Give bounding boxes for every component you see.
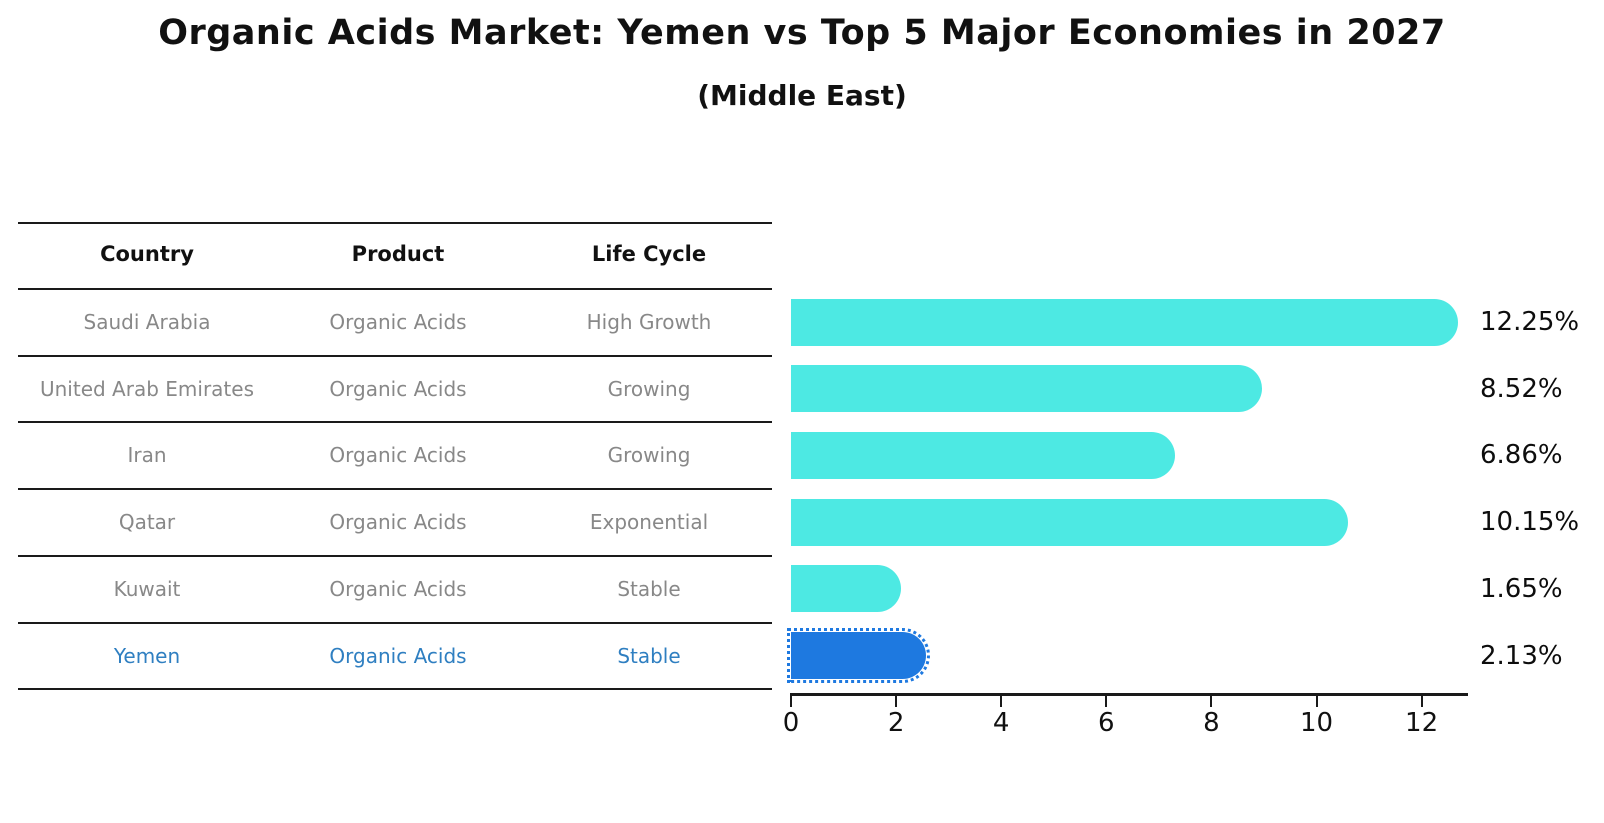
bar-value-label: 10.15%	[1480, 507, 1580, 538]
bar	[791, 431, 1175, 479]
row-separator-line	[18, 421, 772, 423]
table-top-line	[18, 222, 772, 224]
table-cell-life-cycle: Growing	[607, 376, 691, 401]
x-axis-tick	[1420, 696, 1423, 707]
x-axis-tick-label: 4	[992, 708, 1010, 738]
x-axis-tick	[1210, 696, 1213, 707]
row-separator-line	[18, 555, 772, 557]
x-axis-line	[790, 693, 1468, 696]
table-cell-product: Organic Acids	[329, 310, 467, 334]
bar	[791, 365, 1263, 413]
chart-title: Organic Acids Market: Yemen vs Top 5 Maj…	[158, 13, 1446, 53]
x-axis-tick	[1105, 696, 1108, 707]
table-cell-country: United Arab Emirates	[39, 376, 254, 401]
table-header-country: Country	[100, 242, 194, 266]
table-header-product: Product	[351, 242, 445, 266]
table-cell-product: Organic Acids	[329, 443, 467, 468]
row-separator-line	[18, 688, 772, 690]
table-cell-country: Kuwait	[113, 576, 181, 601]
table-cell-product: Organic Acids	[329, 643, 467, 668]
chart-subtitle: (Middle East)	[697, 79, 907, 112]
bar-value-label: 2.13%	[1480, 640, 1563, 671]
table-cell-product: Organic Acids	[329, 576, 467, 601]
x-axis-tick-label: 2	[887, 708, 905, 738]
table-cell-life-cycle: Exponential	[589, 510, 709, 535]
bar	[791, 298, 1459, 346]
bar-value-label: 1.65%	[1480, 573, 1563, 604]
x-axis-tick	[1315, 696, 1318, 707]
row-separator-line	[18, 488, 772, 490]
row-separator-line	[18, 622, 772, 624]
x-axis-tick	[1000, 696, 1003, 707]
table-cell-life-cycle: Stable	[617, 643, 681, 668]
table-cell-life-cycle: Stable	[617, 576, 681, 601]
table-cell-product: Organic Acids	[329, 376, 467, 401]
bar-value-label: 6.86%	[1480, 440, 1563, 471]
x-axis-tick	[790, 696, 792, 707]
table-cell-life-cycle: Growing	[607, 443, 691, 468]
x-axis-tick-label: 8	[1203, 708, 1220, 738]
table-header-life-cycle: Life Cycle	[591, 242, 707, 266]
x-axis-tick-label: 0	[782, 708, 800, 738]
table-cell-country: Yemen	[113, 643, 181, 668]
bar-value-label: 8.52%	[1480, 373, 1563, 404]
table-cell-country: Qatar	[118, 510, 176, 535]
x-axis-tick	[895, 696, 898, 707]
x-axis-tick-label: 10	[1299, 708, 1334, 738]
header-separator-line	[18, 288, 772, 290]
bar-value-label: 12.25%	[1480, 307, 1580, 337]
highlight-bar-yemen	[786, 628, 931, 683]
row-separator-line	[18, 355, 772, 357]
table-cell-country: Iran	[127, 443, 167, 468]
x-axis-tick-label: 6	[1098, 708, 1115, 738]
x-axis-tick-label: 12	[1405, 708, 1439, 738]
table-cell-life-cycle: High Growth	[586, 310, 712, 334]
table-cell-country: Saudi Arabia	[83, 310, 211, 334]
bar	[791, 565, 902, 613]
bar	[791, 498, 1348, 546]
table-cell-product: Organic Acids	[329, 510, 467, 535]
